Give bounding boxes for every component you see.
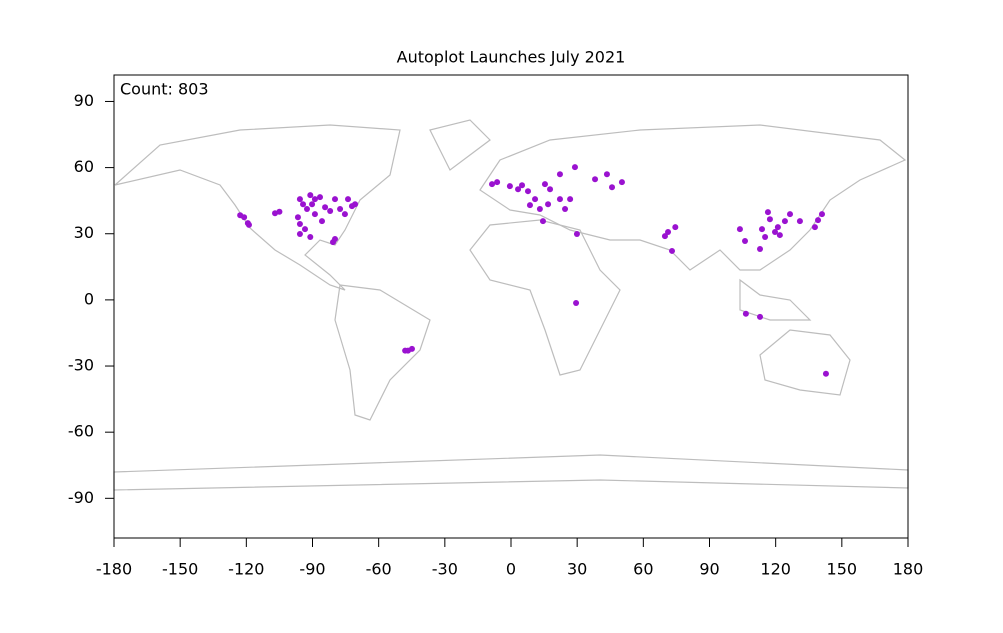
y-tick-label: -90 xyxy=(68,488,94,507)
x-tick-label: 90 xyxy=(699,560,719,579)
point xyxy=(539,218,546,225)
x-tick-label: -60 xyxy=(366,560,392,579)
point xyxy=(736,226,743,233)
point xyxy=(241,214,248,221)
point xyxy=(573,230,580,237)
point xyxy=(573,299,580,306)
point xyxy=(571,164,578,171)
world-map xyxy=(113,119,909,491)
point xyxy=(311,211,318,218)
x-tick-label: 180 xyxy=(893,560,924,579)
point xyxy=(311,196,318,203)
x-tick-label: 30 xyxy=(567,560,587,579)
point xyxy=(330,239,337,246)
point xyxy=(762,234,769,241)
point xyxy=(742,238,749,245)
point xyxy=(276,208,283,215)
point xyxy=(811,224,818,231)
point xyxy=(567,196,574,203)
point xyxy=(818,211,825,218)
point xyxy=(300,201,307,208)
x-tick-label: 60 xyxy=(633,560,653,579)
point xyxy=(303,206,310,213)
point xyxy=(309,201,316,208)
y-tick-label: 0 xyxy=(84,289,94,308)
point xyxy=(758,226,765,233)
plot-frame xyxy=(113,74,909,539)
point xyxy=(541,181,548,188)
point xyxy=(536,206,543,213)
point xyxy=(316,194,323,201)
point xyxy=(669,247,676,254)
point xyxy=(294,214,301,221)
y-tick-label: -60 xyxy=(68,422,94,441)
point xyxy=(244,220,251,227)
point xyxy=(331,196,338,203)
point xyxy=(776,232,783,239)
x-tick-label: 120 xyxy=(760,560,791,579)
point xyxy=(322,204,329,211)
point xyxy=(545,201,552,208)
point xyxy=(532,196,539,203)
y-tick-label: -30 xyxy=(68,356,94,375)
point xyxy=(665,228,672,235)
point xyxy=(672,224,679,231)
point xyxy=(327,208,334,215)
x-tick-label: 0 xyxy=(506,560,516,579)
point xyxy=(296,230,303,237)
y-tick-label: 30 xyxy=(74,223,94,242)
point xyxy=(547,186,554,193)
point xyxy=(494,179,501,186)
point xyxy=(661,233,668,240)
x-tick-label: -150 xyxy=(162,560,198,579)
point xyxy=(352,201,359,208)
point xyxy=(774,224,781,231)
point xyxy=(556,196,563,203)
point xyxy=(341,211,348,218)
point xyxy=(515,186,522,193)
point xyxy=(524,188,531,195)
point xyxy=(781,218,788,225)
point xyxy=(764,209,771,216)
point xyxy=(815,217,822,224)
x-tick-label: -30 xyxy=(432,560,458,579)
chart-title: Autoplot Launches July 2021 xyxy=(397,48,626,67)
point xyxy=(592,176,599,183)
x-tick-label: -180 xyxy=(96,560,132,579)
point xyxy=(296,196,303,203)
point xyxy=(787,211,794,218)
point xyxy=(772,228,779,235)
point xyxy=(822,370,829,377)
point xyxy=(405,347,412,354)
y-tick-label: 60 xyxy=(74,157,94,176)
point xyxy=(757,313,764,320)
point xyxy=(526,202,533,209)
point xyxy=(618,179,625,186)
point xyxy=(302,226,309,233)
point xyxy=(506,183,513,190)
point xyxy=(562,206,569,213)
point xyxy=(296,221,303,228)
point xyxy=(307,192,314,199)
y-tick-label: 90 xyxy=(74,91,94,110)
point xyxy=(796,218,803,225)
x-tick-label: -120 xyxy=(228,560,264,579)
point xyxy=(757,245,764,252)
annotation: Count: 803 xyxy=(120,80,209,99)
point xyxy=(307,234,314,241)
point xyxy=(609,184,616,191)
point xyxy=(337,206,344,213)
point xyxy=(519,182,526,189)
point xyxy=(556,171,563,178)
x-tick-label: 150 xyxy=(827,560,858,579)
point xyxy=(318,218,325,225)
point xyxy=(603,171,610,178)
point xyxy=(742,310,749,317)
x-tick-label: -90 xyxy=(299,560,325,579)
point xyxy=(489,181,496,188)
point xyxy=(345,196,352,203)
point xyxy=(766,216,773,223)
